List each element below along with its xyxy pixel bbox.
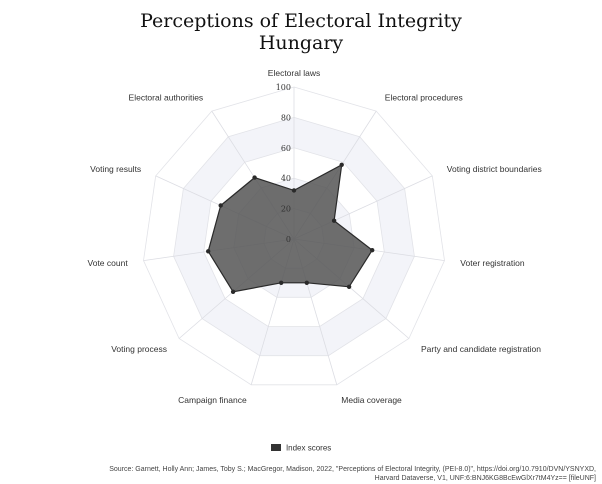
series-layer	[206, 162, 375, 294]
source-line-1: Source: Garnett, Holly Ann; James, Toby …	[109, 466, 596, 473]
r-tick-label-100: 100	[276, 83, 291, 92]
category-label-3: Voter registration	[460, 258, 525, 268]
category-labels: Electoral laws Electoral procedures Voting…	[88, 68, 542, 405]
category-label-6: Campaign finance	[178, 395, 247, 405]
legend-swatch	[270, 444, 281, 452]
category-label-7: Voting process	[111, 344, 167, 354]
data-point-7[interactable]	[230, 289, 236, 294]
data-point-3[interactable]	[370, 248, 375, 253]
r-tick-label-0: 0	[286, 235, 291, 244]
data-point-1[interactable]	[339, 162, 344, 167]
chart-title-line-1: Perceptions of Electoral Integrity	[140, 10, 462, 32]
category-label-5: Media coverage	[341, 395, 402, 405]
category-label-10: Electoral authorities	[129, 93, 204, 103]
chart-title-line-2: Hungary	[258, 32, 344, 54]
category-label-4: Party and candidate registration	[421, 344, 541, 354]
data-point-2[interactable]	[331, 218, 337, 223]
source-note: Source: Garnett, Holly Ann; James, Toby …	[76, 465, 596, 483]
data-point-8[interactable]	[206, 249, 211, 254]
r-tick-label-60: 60	[281, 144, 291, 153]
legend-label: Index scores	[285, 443, 332, 453]
data-point-6[interactable]	[279, 280, 284, 285]
data-point-9[interactable]	[218, 203, 223, 208]
category-label-1: Electoral procedures	[385, 93, 463, 103]
chart-title: Perceptions of Electoral Integrity Hunga…	[0, 10, 602, 54]
series-area-0	[207, 163, 373, 293]
data-point-5[interactable]	[304, 280, 309, 285]
data-point-0[interactable]	[291, 188, 297, 193]
r-tick-label-80: 80	[281, 113, 291, 122]
category-label-2: Voting district boundaries	[447, 164, 542, 174]
data-point-4[interactable]	[346, 284, 352, 289]
radial-tick-labels: 0 20 40 60 80 100	[276, 83, 291, 244]
data-point-10[interactable]	[252, 175, 257, 180]
category-label-9: Voting results	[90, 164, 141, 174]
category-label-0: Electoral laws	[268, 68, 320, 78]
category-label-8: Vote count	[88, 258, 129, 268]
source-line-2: Harvard Dataverse, V1, UNF:6:BNJ6KG8BcEw…	[374, 475, 596, 482]
legend[interactable]: Index scores	[0, 443, 602, 452]
r-tick-label-40: 40	[281, 174, 291, 183]
r-tick-label-20: 20	[281, 205, 291, 214]
